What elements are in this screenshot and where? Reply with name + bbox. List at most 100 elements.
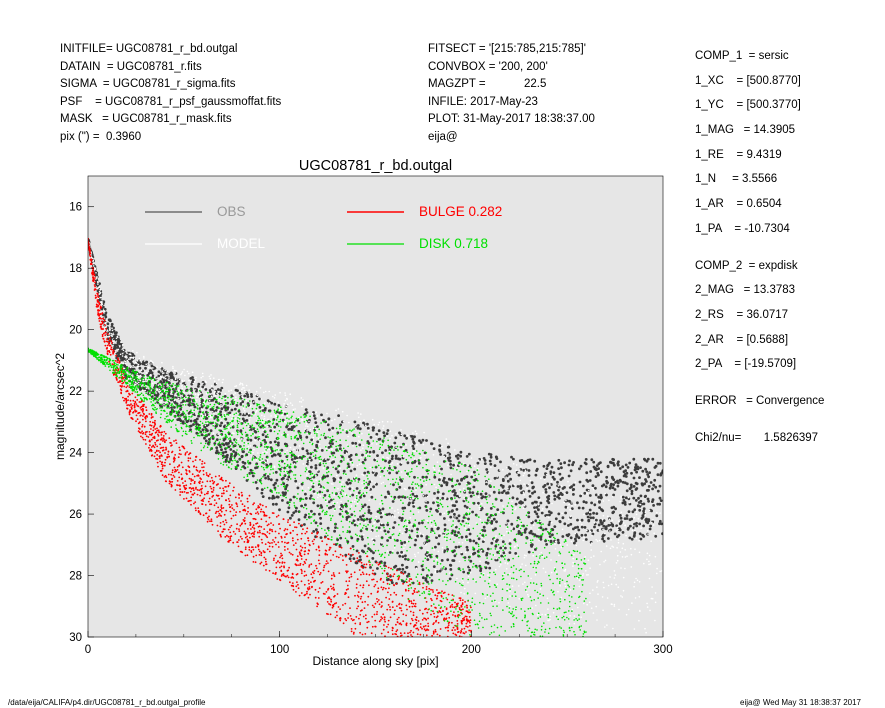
data-point [364, 614, 367, 617]
data-point [395, 471, 399, 475]
data-point [135, 383, 137, 386]
data-point [413, 543, 417, 547]
data-point [373, 522, 375, 524]
data-point [330, 498, 333, 502]
data-point [548, 516, 550, 519]
data-point [332, 458, 334, 461]
data-point [489, 462, 493, 466]
data-point [189, 483, 192, 485]
data-point [401, 506, 405, 510]
data-point [310, 563, 313, 566]
data-point [447, 464, 449, 466]
data-point [576, 501, 579, 505]
data-point [306, 430, 308, 432]
data-point [442, 534, 445, 536]
data-point [465, 535, 468, 539]
data-point [362, 550, 365, 554]
data-point [411, 619, 414, 622]
data-point [408, 605, 411, 608]
data-point [231, 504, 233, 506]
data-point [484, 561, 488, 564]
data-point [359, 515, 362, 519]
data-point [479, 492, 483, 496]
data-point [270, 454, 274, 458]
data-point [210, 374, 212, 376]
data-point [466, 481, 470, 485]
data-point [113, 341, 115, 343]
data-point [265, 447, 267, 450]
header-left-line-5: pix (") = 0.3960 [60, 130, 142, 143]
data-point [137, 363, 140, 366]
data-point [344, 602, 347, 605]
data-point [486, 595, 489, 598]
data-point [165, 402, 167, 404]
data-point [113, 343, 117, 347]
data-point [534, 473, 538, 477]
data-point [389, 437, 391, 440]
data-point [350, 560, 352, 562]
data-point [218, 399, 220, 401]
header-mid-block: FITSECT = '[215:785,215:785]' CONVBOX = '… [428, 41, 595, 147]
data-point [284, 392, 286, 394]
data-point [306, 464, 308, 467]
data-point [465, 482, 468, 485]
data-point [266, 460, 269, 462]
data-point [293, 457, 297, 460]
data-point [438, 450, 442, 453]
data-point [358, 443, 362, 447]
data-point [574, 537, 577, 541]
data-point [551, 473, 553, 475]
data-point [399, 529, 401, 532]
data-point [134, 381, 137, 384]
data-point [414, 536, 417, 539]
data-point [450, 473, 452, 476]
data-point [244, 548, 247, 551]
data-point [355, 493, 358, 496]
data-point [655, 514, 659, 518]
data-point [336, 501, 339, 504]
data-point [252, 451, 254, 454]
data-point [134, 369, 136, 372]
data-point [264, 435, 268, 439]
data-point [151, 361, 153, 363]
data-point [443, 512, 446, 515]
data-point [227, 445, 231, 449]
data-point [144, 366, 147, 370]
data-point [283, 403, 285, 405]
data-point [627, 526, 630, 530]
data-point [402, 456, 405, 458]
data-point [495, 557, 498, 560]
data-point [427, 625, 430, 628]
data-point [364, 492, 366, 495]
data-point [199, 400, 201, 402]
data-point [403, 541, 407, 544]
data-point [389, 536, 392, 539]
data-point [342, 622, 345, 625]
data-point [451, 594, 454, 596]
data-point [546, 473, 548, 476]
data-point [240, 500, 242, 502]
data-point [229, 414, 232, 416]
data-point [511, 496, 515, 500]
data-point [187, 403, 191, 407]
data-point [283, 420, 286, 423]
data-point [165, 446, 167, 449]
data-point [154, 422, 156, 425]
data-point [200, 376, 202, 379]
data-point [325, 591, 328, 593]
data-point [116, 335, 119, 338]
data-point [407, 526, 409, 528]
data-point [542, 567, 545, 570]
data-point [208, 515, 210, 518]
data-point [377, 535, 380, 537]
data-point [495, 520, 498, 524]
data-point [428, 553, 432, 557]
data-point [136, 373, 139, 375]
data-point [566, 506, 569, 509]
data-point [203, 462, 206, 464]
data-point [129, 356, 131, 359]
data-point [607, 515, 609, 518]
data-point [361, 505, 365, 508]
data-point [138, 428, 141, 430]
data-point [605, 475, 609, 479]
